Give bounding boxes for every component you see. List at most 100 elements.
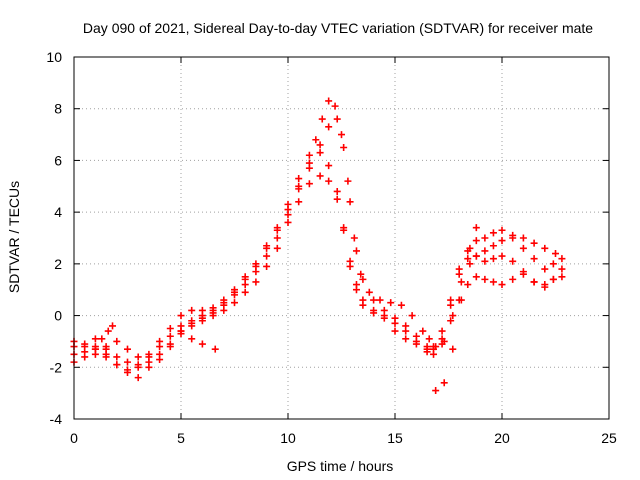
- data-point: [359, 275, 367, 283]
- data-point: [124, 358, 131, 366]
- data-point: [325, 177, 333, 185]
- data-point: [102, 343, 110, 351]
- data-point: [376, 296, 384, 304]
- data-point: [166, 325, 174, 332]
- data-point: [241, 273, 249, 281]
- data-point: [455, 270, 463, 278]
- data-point: [558, 273, 566, 281]
- y-tick-label: 2: [54, 256, 62, 272]
- data-point: [519, 234, 527, 242]
- data-point: [231, 299, 238, 307]
- data-point: [333, 187, 341, 195]
- data-point: [432, 387, 440, 395]
- data-point: [391, 314, 399, 322]
- data-point: [284, 206, 292, 214]
- data-point: [340, 226, 348, 234]
- data-point: [340, 144, 348, 151]
- data-point: [81, 340, 89, 348]
- data-point: [188, 335, 196, 343]
- data-point: [284, 218, 292, 226]
- data-point: [241, 288, 249, 296]
- data-point: [509, 231, 517, 239]
- data-point: [481, 275, 489, 283]
- data-point: [509, 257, 517, 265]
- data-point: [423, 343, 431, 351]
- data-point: [558, 265, 566, 273]
- data-point: [408, 312, 416, 320]
- data-point: [552, 250, 559, 258]
- data-point: [359, 301, 367, 309]
- data-point: [472, 273, 480, 281]
- data-point: [91, 343, 99, 351]
- data-point: [530, 255, 538, 263]
- y-tick-label: 10: [46, 49, 62, 65]
- data-point: [489, 255, 497, 263]
- data-point: [305, 180, 313, 188]
- data-point: [438, 327, 446, 335]
- data-point: [211, 345, 219, 353]
- data-point: [113, 353, 121, 361]
- data-point: [541, 244, 549, 252]
- data-point: [397, 301, 405, 309]
- data-point: [346, 262, 354, 270]
- data-point: [156, 350, 164, 358]
- data-point: [338, 131, 345, 139]
- data-point: [519, 268, 527, 276]
- data-point: [113, 337, 121, 345]
- data-point: [387, 299, 395, 307]
- data-point: [549, 275, 557, 283]
- data-point: [263, 242, 271, 250]
- data-point: [447, 301, 455, 309]
- data-point: [472, 252, 480, 260]
- data-point: [402, 335, 410, 343]
- data-point: [295, 198, 303, 206]
- data-point: [425, 335, 433, 343]
- data-point: [295, 182, 303, 190]
- data-point: [432, 343, 440, 351]
- data-point: [198, 340, 206, 348]
- data-point: [440, 379, 448, 387]
- data-point: [489, 278, 497, 286]
- data-point: [166, 332, 174, 340]
- data-point: [91, 335, 99, 343]
- y-tick-label: 0: [54, 308, 62, 324]
- data-point: [145, 358, 153, 366]
- data-point: [391, 327, 399, 335]
- data-point: [498, 281, 506, 289]
- x-tick-label: 20: [494, 430, 510, 446]
- axis-ticks: 0 5 10 15 20 25 -4 -2 0 2 4 6 8 10: [46, 49, 617, 446]
- data-point: [472, 224, 480, 232]
- data-point: [449, 312, 457, 320]
- data-point: [412, 332, 420, 340]
- data-point: [109, 322, 117, 330]
- data-point: [166, 340, 174, 348]
- data-point: [312, 136, 320, 144]
- data-point: [231, 286, 238, 294]
- data-point: [134, 353, 142, 361]
- data-point: [558, 255, 566, 263]
- data-point: [252, 268, 260, 276]
- data-point: [346, 198, 354, 206]
- series-short-segment-c: [177, 327, 219, 353]
- data-point: [457, 278, 465, 286]
- data-points: [70, 97, 566, 395]
- data-point: [333, 115, 341, 123]
- data-point: [331, 102, 339, 110]
- data-point: [325, 162, 333, 170]
- data-point: [177, 327, 185, 335]
- x-tick-label: 0: [70, 430, 78, 446]
- data-point: [370, 296, 378, 304]
- data-point: [252, 260, 260, 268]
- data-point: [489, 242, 497, 250]
- data-point: [440, 337, 448, 345]
- data-point: [457, 296, 465, 304]
- x-tick-label: 5: [177, 430, 185, 446]
- data-point: [273, 234, 281, 242]
- data-point: [124, 345, 131, 353]
- y-tick-label: -4: [50, 411, 63, 427]
- data-point: [305, 151, 313, 159]
- data-point: [252, 278, 260, 286]
- data-point: [316, 149, 324, 157]
